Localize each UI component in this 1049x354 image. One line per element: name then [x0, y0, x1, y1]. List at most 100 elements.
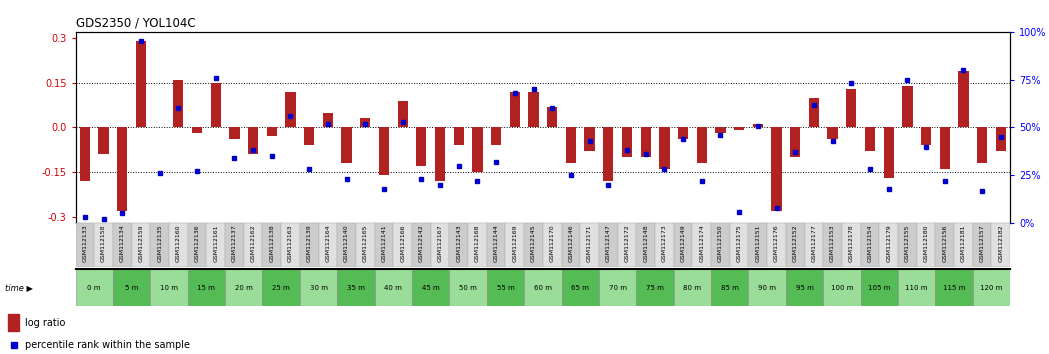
Bar	[599, 223, 618, 267]
Bar	[898, 223, 917, 267]
Text: 65 m: 65 m	[572, 285, 590, 291]
Bar	[659, 127, 669, 169]
Bar	[771, 127, 782, 211]
Text: 100 m: 100 m	[831, 285, 853, 291]
Text: GSM112149: GSM112149	[681, 224, 686, 262]
Bar	[828, 127, 838, 139]
Bar	[150, 269, 188, 306]
Text: GSM112169: GSM112169	[512, 224, 517, 262]
Bar	[188, 223, 207, 267]
Bar	[860, 223, 879, 267]
Bar	[356, 223, 374, 267]
Bar	[262, 223, 281, 267]
Bar	[491, 127, 501, 145]
Bar	[991, 223, 1010, 267]
Text: GSM112137: GSM112137	[232, 224, 237, 262]
Text: 20 m: 20 m	[235, 285, 253, 291]
Bar	[341, 127, 351, 163]
Bar	[711, 223, 730, 267]
Bar	[864, 127, 875, 152]
Text: GSM112133: GSM112133	[83, 224, 87, 262]
Text: 5 m: 5 m	[125, 285, 138, 291]
Bar	[8, 314, 19, 331]
Bar	[940, 127, 950, 169]
Bar	[113, 223, 131, 267]
Bar	[416, 127, 427, 166]
Bar	[360, 119, 370, 127]
Bar	[786, 269, 823, 306]
Bar	[248, 127, 258, 154]
Bar	[641, 127, 650, 157]
Bar	[996, 127, 1006, 152]
Text: 110 m: 110 m	[905, 285, 928, 291]
Text: GSM112139: GSM112139	[306, 224, 312, 262]
Bar	[565, 127, 576, 163]
Bar	[715, 127, 726, 133]
Text: GSM112165: GSM112165	[363, 224, 368, 262]
Text: 25 m: 25 m	[273, 285, 290, 291]
Text: GSM112178: GSM112178	[849, 224, 854, 262]
Bar	[431, 223, 449, 267]
Bar	[487, 269, 524, 306]
Text: GSM112134: GSM112134	[120, 224, 125, 262]
Text: 70 m: 70 m	[608, 285, 626, 291]
Bar	[753, 125, 763, 127]
Bar	[226, 269, 262, 306]
Text: GDS2350 / YOL104C: GDS2350 / YOL104C	[76, 16, 195, 29]
Text: 40 m: 40 m	[384, 285, 402, 291]
Text: 45 m: 45 m	[422, 285, 440, 291]
Bar	[921, 127, 932, 145]
Bar	[207, 223, 226, 267]
Bar	[113, 269, 150, 306]
Text: GSM112180: GSM112180	[923, 224, 928, 262]
Text: GSM112168: GSM112168	[475, 224, 480, 262]
Text: GSM112177: GSM112177	[812, 224, 816, 262]
Bar	[374, 223, 393, 267]
Text: 15 m: 15 m	[197, 285, 215, 291]
Bar	[972, 223, 991, 267]
Bar	[374, 269, 412, 306]
Bar	[902, 86, 913, 127]
Bar	[524, 269, 561, 306]
Text: GSM112182: GSM112182	[999, 224, 1003, 262]
Bar	[548, 107, 557, 127]
Bar	[823, 223, 842, 267]
Bar	[580, 223, 599, 267]
Text: GSM112152: GSM112152	[793, 224, 797, 262]
Bar	[266, 127, 277, 136]
Text: GSM112150: GSM112150	[718, 224, 723, 262]
Text: GSM112147: GSM112147	[605, 224, 611, 262]
Bar	[337, 223, 356, 267]
Bar	[637, 269, 673, 306]
Bar	[131, 223, 150, 267]
Bar	[449, 269, 487, 306]
Bar	[767, 223, 786, 267]
Bar	[188, 269, 226, 306]
Bar	[211, 82, 221, 127]
Bar	[823, 269, 860, 306]
Bar	[879, 223, 898, 267]
Bar	[472, 127, 483, 172]
Bar	[673, 223, 692, 267]
Bar	[618, 223, 637, 267]
Bar	[749, 223, 767, 267]
Bar	[169, 223, 188, 267]
Text: GSM112135: GSM112135	[157, 224, 163, 262]
Bar	[529, 92, 538, 127]
Bar	[412, 269, 449, 306]
Bar	[76, 269, 113, 306]
Bar	[730, 223, 749, 267]
Bar	[678, 127, 688, 139]
Bar	[192, 127, 202, 133]
Text: GSM112170: GSM112170	[550, 224, 555, 262]
Text: GSM112154: GSM112154	[868, 224, 873, 262]
Bar	[809, 98, 819, 127]
Text: 55 m: 55 m	[496, 285, 514, 291]
Bar	[243, 223, 262, 267]
Text: GSM112142: GSM112142	[419, 224, 424, 262]
Bar	[412, 223, 431, 267]
Text: GSM112153: GSM112153	[830, 224, 835, 262]
Text: GSM112158: GSM112158	[101, 224, 106, 262]
Text: GSM112144: GSM112144	[494, 224, 498, 262]
Bar	[319, 223, 337, 267]
